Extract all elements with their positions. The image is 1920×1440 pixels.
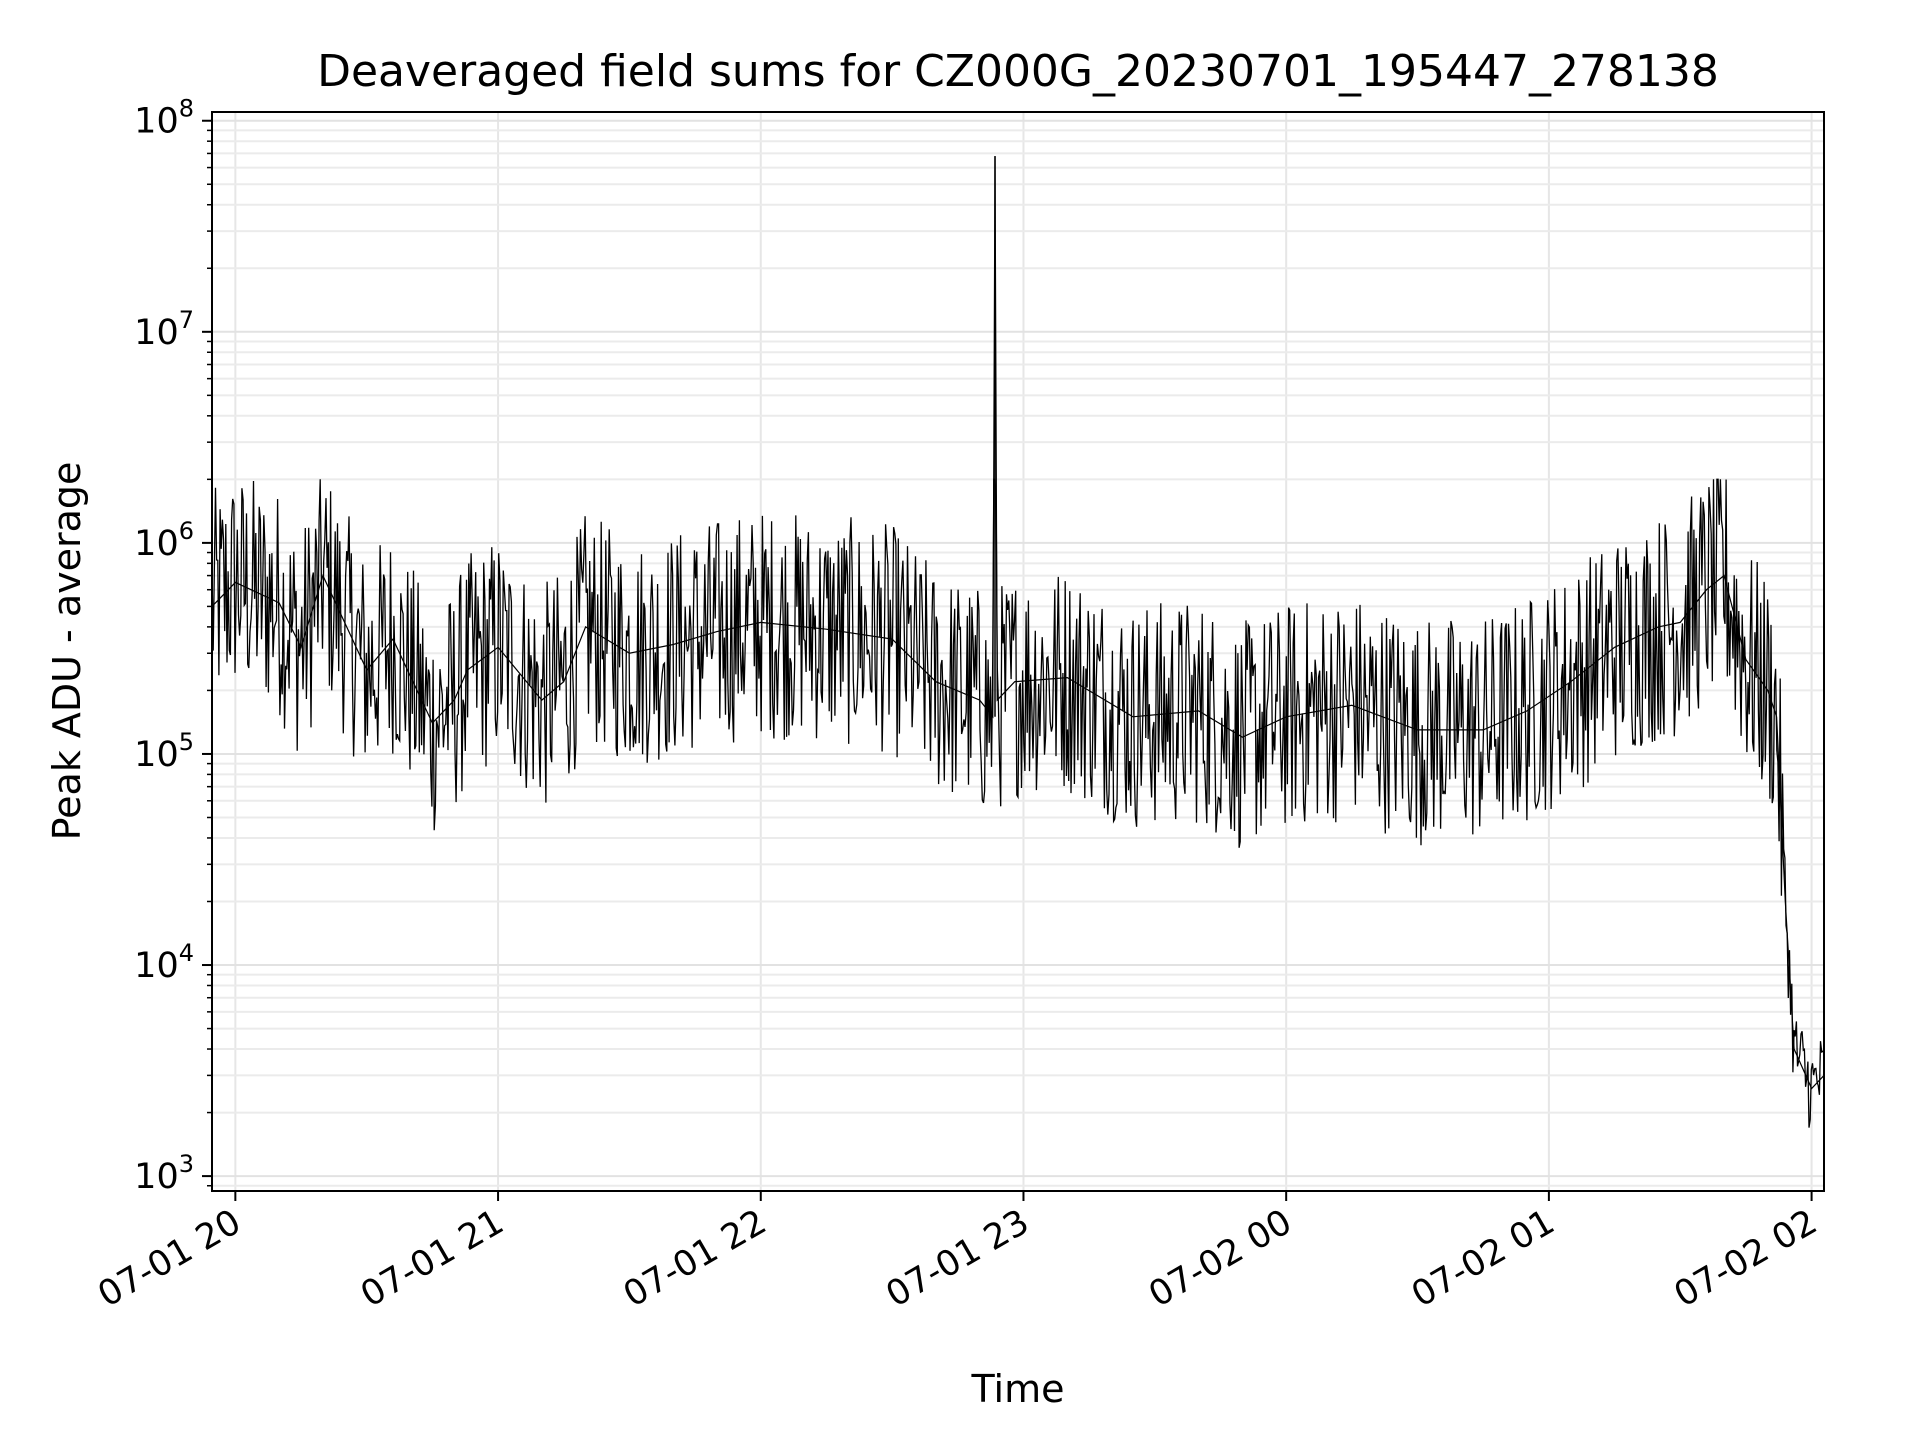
y-tick-exponent: 3 [179, 1150, 194, 1178]
y-tick-base: 10 [134, 735, 179, 775]
y-tick-label: 108 [134, 95, 194, 142]
x-axis-label: Time [971, 1367, 1065, 1411]
series-line [211, 156, 1825, 1090]
y-tick-base: 10 [134, 1157, 179, 1197]
series-trace [211, 478, 1825, 1128]
y-tick-exponent: 4 [179, 939, 194, 967]
y-tick-label: 104 [134, 939, 194, 986]
y-tick-exponent: 6 [179, 517, 194, 545]
y-tick-exponent: 7 [179, 306, 194, 334]
y-tick-base: 10 [134, 313, 179, 353]
y-tick-label: 105 [134, 728, 194, 775]
plot-frame [211, 111, 1825, 1192]
y-tick-exponent: 5 [179, 728, 194, 756]
grid-layer [212, 112, 1824, 1191]
axes-layer [211, 111, 1825, 1192]
y-tick-label: 103 [134, 1150, 194, 1197]
y-tick-base: 10 [134, 524, 179, 564]
series-layer [211, 156, 1825, 1128]
y-tick-label: 107 [134, 306, 194, 353]
y-axis-label: Peak ADU - average [45, 462, 89, 841]
y-tick-exponent: 8 [179, 95, 194, 123]
y-tick-base: 10 [134, 946, 179, 986]
y-tick-base: 10 [134, 102, 179, 142]
y-tick-label: 106 [134, 517, 194, 564]
chart-title: Deaveraged field sums for CZ000G_2023070… [317, 46, 1719, 97]
